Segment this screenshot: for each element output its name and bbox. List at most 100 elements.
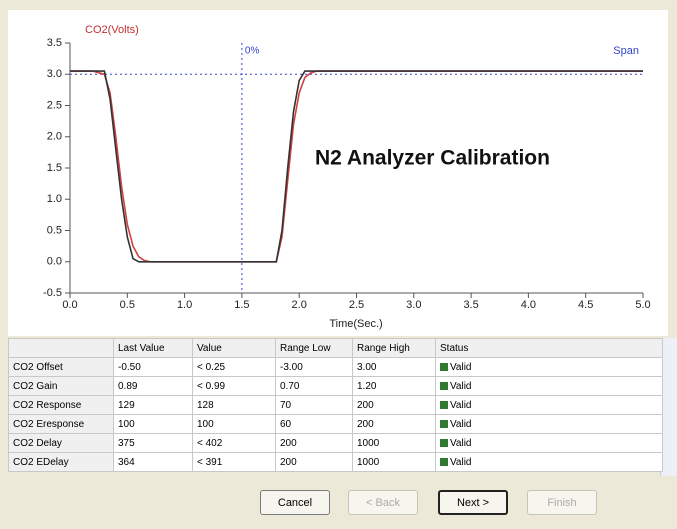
cell-text: 200 [280,437,297,449]
table-cell: Valid [435,414,663,434]
cell-text: Valid [450,361,472,373]
cell-text: 375 [118,437,135,449]
chart-panel [8,10,668,336]
table-cell: 60 [275,414,353,434]
cancel-button[interactable]: Cancel [260,490,330,515]
y-tick-label: 1.5 [47,162,62,174]
table-cell: CO2 Response [8,395,114,415]
status-icon [440,362,448,371]
table-cell [8,338,114,358]
cell-text: Value [197,342,222,354]
table-cell: 200 [275,433,353,453]
table-cell: CO2 EDelay [8,452,114,472]
y-tick-label: 0.0 [47,256,62,268]
table-cell: < 0.25 [192,357,276,377]
cell-text: 128 [197,399,214,411]
table-cell: 1000 [352,452,436,472]
table-cell: 1.20 [352,376,436,396]
table-cell: 3.00 [352,357,436,377]
table-cell: < 391 [192,452,276,472]
reference-label: 0% [245,46,260,57]
cell-text: Valid [450,437,472,449]
table-cell: 128 [192,395,276,415]
cell-text: 1.20 [357,380,377,392]
cell-text: 70 [280,399,292,411]
x-tick-label: 2.5 [349,299,364,311]
cell-text: 0.89 [118,380,138,392]
cell-text: 0.70 [280,380,300,392]
x-tick-label: 1.5 [234,299,249,311]
table-cell: Valid [435,452,663,472]
y-tick-label: 2.5 [47,99,62,111]
finish-button[interactable]: Finish [527,490,597,515]
status-icon [440,400,448,409]
chart: CO2(Volts) Time(Sec.) N2 Analyzer Calibr… [8,10,668,336]
cell-text: 1000 [357,437,380,449]
x-tick-label: 3.0 [406,299,421,311]
table-cell: Value [192,338,276,358]
table-row: CO2 Offset -0.50 < 0.25 -3.00 3.00 Valid [8,357,663,377]
header-row: Last Value Value Range Low Range High Status [8,338,663,358]
reference-label: Span [613,45,639,57]
x-tick-label: 0.0 [62,299,77,311]
data-line [70,70,643,263]
cell-text: < 0.25 [197,361,226,373]
table-row: CO2 Gain 0.89 < 0.99 0.70 1.20 Valid [8,376,663,396]
cell-text: < 391 [197,456,223,468]
x-tick-label: 4.0 [521,299,536,311]
x-axis-label: Time(Sec.) [329,318,382,330]
cell-text: Range Low [280,342,331,354]
cell-text: 200 [357,418,374,430]
back-button[interactable]: < Back [348,490,418,515]
cell-text: CO2 Eresponse [13,418,85,430]
y-tick-label: 1.0 [47,193,62,205]
table-cell: CO2 Eresponse [8,414,114,434]
cell-text: Status [440,342,469,354]
y-tick-label: 0.5 [47,224,62,236]
table-row: CO2 Delay 375 < 402 200 1000 Valid [8,433,663,453]
y-axis-label: CO2(Volts) [85,24,139,36]
cell-text: CO2 EDelay [13,456,69,468]
status-icon [440,438,448,447]
table-cell: < 0.99 [192,376,276,396]
x-tick-label: 3.5 [463,299,478,311]
table-cell: Valid [435,376,663,396]
x-tick-label: 2.0 [292,299,307,311]
cell-text: 1000 [357,456,380,468]
table-cell: 1000 [352,433,436,453]
table-cell: Range High [352,338,436,358]
table-cell: -3.00 [275,357,353,377]
table-cell: 375 [113,433,193,453]
cell-text: CO2 Response [13,399,82,411]
results-table: Last Value Value Range Low Range High Status… [8,338,663,472]
x-tick-label: 5.0 [635,299,650,311]
cell-text: Valid [450,456,472,468]
cell-text: 200 [280,456,297,468]
cell-text: < 402 [197,437,223,449]
table-cell: CO2 Gain [8,376,114,396]
table-cell: Last Value [113,338,193,358]
x-tick-label: 1.0 [177,299,192,311]
table-cell: 0.70 [275,376,353,396]
y-tick-label: 3.5 [47,37,62,49]
cell-text: 100 [118,418,135,430]
table-row: CO2 Response 129 128 70 200 Valid [8,395,663,415]
table-cell: Valid [435,357,663,377]
table-cell: 200 [352,395,436,415]
table-cell: Status [435,338,663,358]
cell-text: 60 [280,418,292,430]
cell-text: Valid [450,380,472,392]
cell-text: 200 [357,399,374,411]
cell-text: 3.00 [357,361,377,373]
table-row: CO2 EDelay 364 < 391 200 1000 Valid [8,452,663,472]
table-cell: 100 [192,414,276,434]
cell-text: Valid [450,418,472,430]
cell-text: 100 [197,418,214,430]
table-cell: -0.50 [113,357,193,377]
table-cell: CO2 Offset [8,357,114,377]
status-icon [440,381,448,390]
y-tick-label: -0.5 [43,287,62,299]
next-button[interactable]: Next > [438,490,508,515]
table-cell: 0.89 [113,376,193,396]
